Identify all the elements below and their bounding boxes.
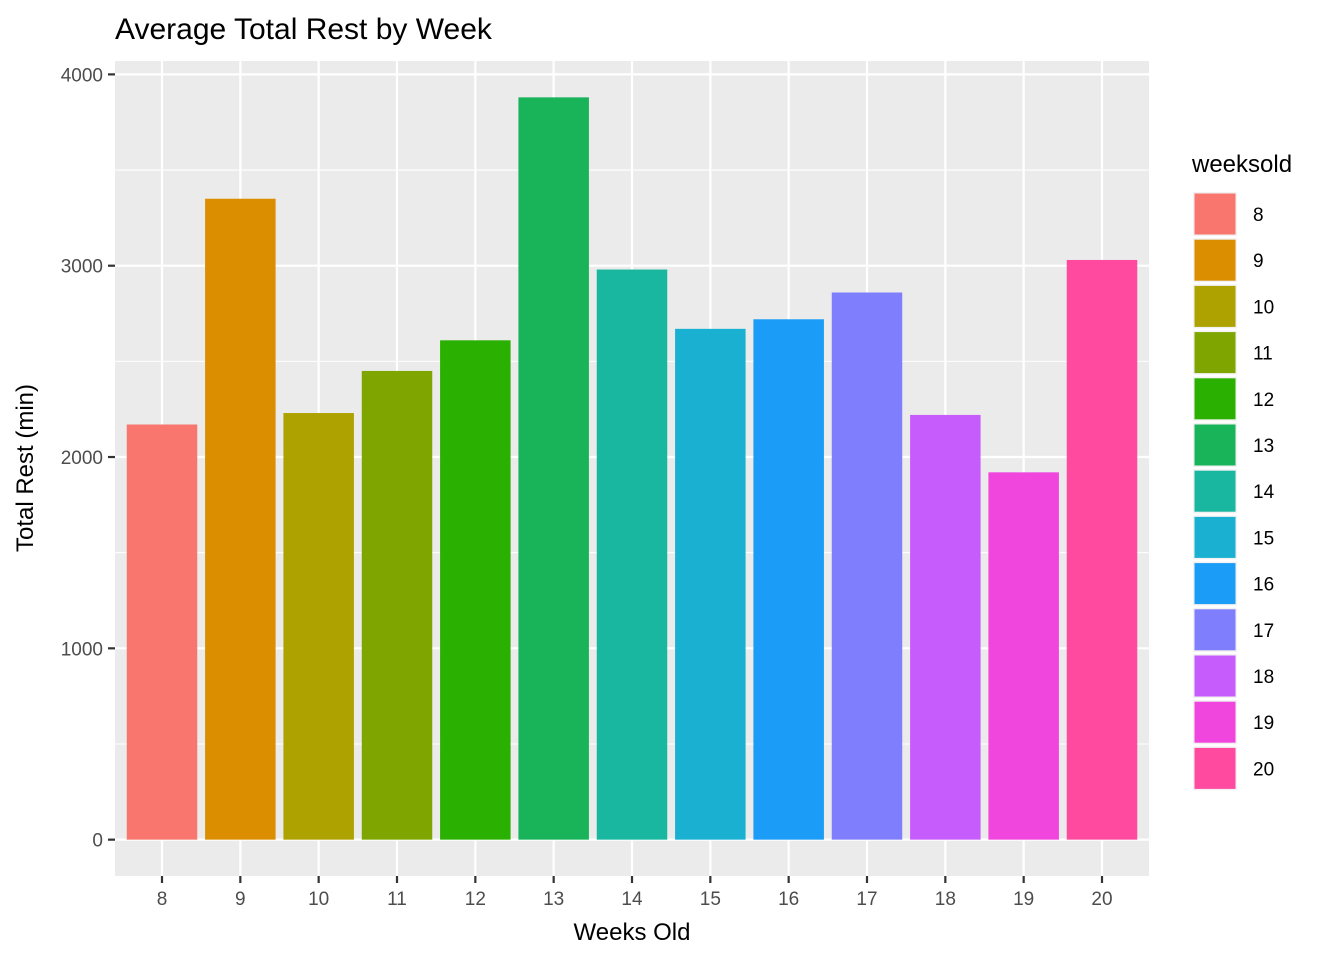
legend-label: 9	[1253, 251, 1264, 272]
bar-week-16	[753, 319, 824, 840]
legend-swatch	[1194, 378, 1236, 420]
legend-swatch	[1194, 239, 1236, 281]
chart-title: Average Total Rest by Week	[115, 13, 493, 46]
legend-label: 16	[1253, 575, 1274, 596]
y-tick-label: 3000	[61, 257, 103, 278]
legend-label: 10	[1253, 297, 1274, 318]
bar-week-12	[440, 340, 511, 840]
x-tick-label: 15	[700, 889, 721, 910]
y-axis: 0 1000 2000 3000 4000	[61, 65, 115, 852]
x-tick-label: 11	[387, 889, 407, 910]
legend-label: 8	[1253, 205, 1264, 226]
bar-week-13	[518, 97, 589, 840]
legend-label: 15	[1253, 528, 1274, 549]
legend-swatch	[1194, 332, 1236, 374]
x-tick-label: 9	[235, 889, 246, 910]
legend-label: 18	[1253, 667, 1274, 688]
x-axis: 8 9 10 11 12 13 14 15 16 17 18 19 20	[157, 876, 1113, 910]
legend-title: weeksold	[1191, 151, 1292, 178]
x-tick-label: 8	[157, 889, 168, 910]
legend-swatch	[1194, 655, 1236, 697]
bar-week-9	[205, 198, 276, 840]
x-tick-label: 19	[1013, 889, 1034, 910]
x-tick-label: 17	[856, 889, 877, 910]
legend-label: 11	[1253, 344, 1273, 365]
y-tick-label: 4000	[61, 65, 103, 86]
x-tick-label: 20	[1091, 889, 1112, 910]
legend-swatch	[1194, 609, 1236, 651]
legend-swatch	[1194, 563, 1236, 605]
bar-week-20	[1066, 259, 1138, 840]
x-tick-label: 12	[465, 889, 486, 910]
bar-week-11	[361, 370, 433, 840]
legend-label: 13	[1253, 436, 1274, 457]
bar-week-10	[283, 413, 354, 840]
x-tick-label: 14	[621, 889, 643, 910]
legend-swatch	[1194, 193, 1236, 235]
bar-week-14	[596, 269, 668, 840]
y-tick-label: 1000	[61, 639, 103, 660]
x-axis-title: Weeks Old	[574, 919, 691, 946]
legend-label: 20	[1253, 759, 1274, 780]
legend-swatch	[1194, 701, 1236, 743]
bar-week-19	[988, 472, 1059, 840]
bar-week-8	[126, 424, 198, 840]
bar-week-17	[831, 292, 903, 840]
y-axis-title: Total Rest (min)	[12, 384, 39, 552]
legend: weeksold 8 9 10 11 12 13 14 15 16 17 18 19 20	[1191, 151, 1292, 791]
legend-swatch	[1194, 516, 1236, 558]
y-tick-label: 0	[92, 831, 103, 852]
bars	[126, 97, 1138, 840]
legend-swatch	[1194, 747, 1236, 789]
x-tick-label: 13	[543, 889, 564, 910]
legend-label: 17	[1253, 621, 1274, 642]
x-tick-label: 16	[778, 889, 799, 910]
x-tick-label: 18	[935, 889, 956, 910]
x-tick-label: 10	[308, 889, 329, 910]
legend-label: 19	[1253, 713, 1274, 734]
legend-swatch	[1194, 470, 1236, 512]
legend-label: 14	[1253, 482, 1275, 503]
bar-week-15	[675, 328, 746, 840]
legend-swatch	[1194, 285, 1236, 327]
legend-swatch	[1194, 424, 1236, 466]
legend-label: 12	[1253, 390, 1274, 411]
y-tick-label: 2000	[61, 448, 103, 469]
bar-week-18	[910, 414, 981, 840]
